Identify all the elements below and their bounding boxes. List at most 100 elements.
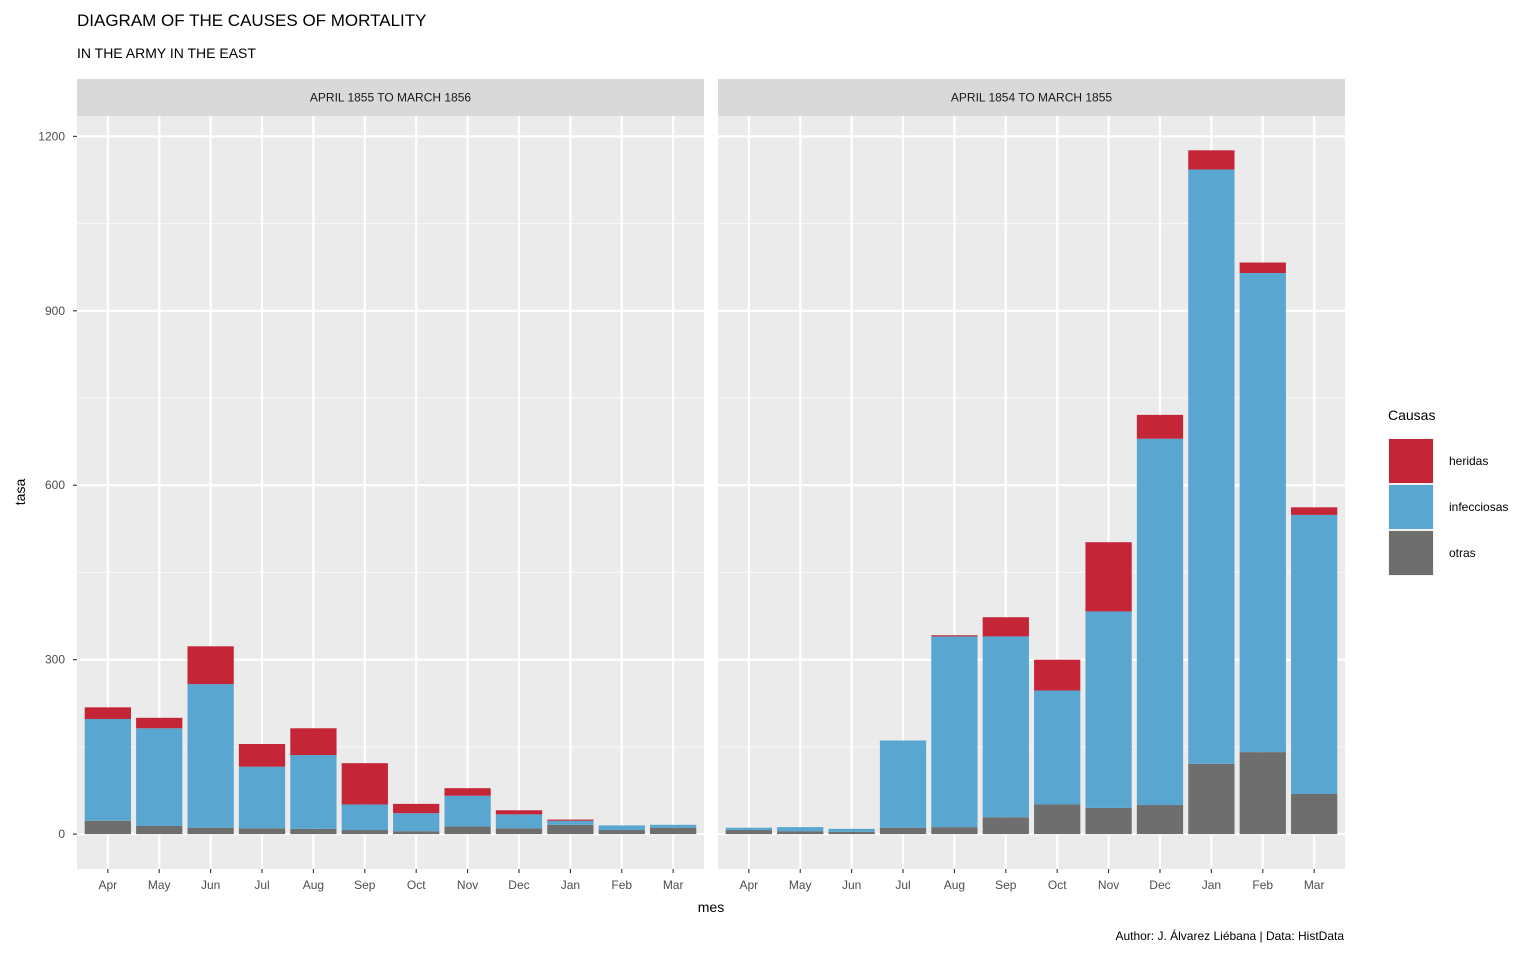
bar-segment-heridas (84, 707, 131, 719)
legend-label-heridas: heridas (1449, 454, 1488, 468)
bar-segment-otras (828, 831, 875, 835)
bar-segment-heridas (1136, 414, 1184, 439)
panels: APRIL 1855 TO MARCH 1856 Apr May Jun Jul Aug S… (38, 79, 1345, 892)
bar-segment-infecciosas (290, 755, 337, 829)
y-tick-label: 1200 (38, 129, 65, 143)
bar-segment-heridas (931, 635, 978, 637)
legend: Causas heridas infecciosas otras (1388, 407, 1508, 576)
y-tick-label: 300 (45, 653, 65, 667)
legend-swatch-otras (1389, 531, 1433, 575)
bar-segment-infecciosas (1239, 272, 1286, 753)
bar-segment-heridas (982, 617, 1029, 637)
bar-segment-otras (879, 827, 927, 835)
bar-segment-infecciosas (725, 827, 772, 831)
bar-segment-otras (1291, 793, 1338, 835)
legend-title: Causas (1388, 407, 1435, 423)
bar-segment-infecciosas (84, 718, 131, 821)
bar-segment-otras (1034, 804, 1081, 835)
bar-segment-infecciosas (1188, 169, 1235, 764)
x-tick-label: Feb (1252, 878, 1273, 892)
bar-segment-heridas (1188, 150, 1235, 170)
caption: Author: J. Álvarez Liébana | Data: HistD… (1115, 928, 1344, 943)
bar-segment-infecciosas (879, 740, 927, 828)
bar-segment-infecciosas (393, 813, 440, 832)
facet-panel: APRIL 1854 TO MARCH 1855 Apr May Jun Jul Aug S… (718, 79, 1345, 892)
legend-label-infecciosas: infecciosas (1449, 500, 1508, 514)
bar-segment-infecciosas (650, 824, 697, 828)
x-tick-label: Apr (98, 878, 117, 892)
y-tick-label: 0 (58, 827, 65, 841)
bar-segment-infecciosas (1085, 611, 1132, 808)
bar-segment-infecciosas (1291, 514, 1338, 794)
x-tick-label: Sep (354, 878, 376, 892)
bar-segment-otras (598, 830, 645, 835)
facet-strip-label: APRIL 1855 TO MARCH 1856 (310, 91, 472, 105)
bar-segment-heridas (1239, 262, 1286, 273)
legend-swatch-infecciosas (1389, 485, 1433, 529)
x-tick-label: May (148, 878, 171, 892)
x-tick-label: Jul (895, 878, 910, 892)
bar-segment-heridas (1085, 542, 1132, 612)
bar-segment-heridas (290, 728, 337, 756)
x-tick-label: Jul (254, 878, 269, 892)
bar-segment-otras (84, 820, 131, 835)
chart-subtitle: IN THE ARMY IN THE EAST (77, 45, 256, 61)
bar-segment-infecciosas (777, 827, 824, 832)
x-tick-label: Mar (663, 878, 684, 892)
legend-swatch-heridas (1389, 439, 1433, 483)
bar-segment-infecciosas (341, 804, 388, 831)
bar-segment-heridas (136, 717, 183, 729)
legend-label-otras: otras (1449, 546, 1476, 560)
x-tick-label: Dec (508, 878, 529, 892)
bar-segment-infecciosas (982, 636, 1029, 818)
chart-title: DIAGRAM OF THE CAUSES OF MORTALITY (77, 11, 427, 30)
bar-segment-otras (1136, 805, 1184, 835)
facet-panel: APRIL 1855 TO MARCH 1856 Apr May Jun Jul Aug S… (38, 79, 704, 892)
bar-segment-infecciosas (547, 820, 594, 825)
bar-segment-infecciosas (136, 728, 183, 826)
bar-segment-heridas (341, 763, 388, 805)
bar-segment-heridas (187, 646, 234, 685)
x-tick-label: Feb (611, 878, 632, 892)
x-tick-label: Jun (201, 878, 220, 892)
facet-strip (718, 79, 1345, 116)
x-tick-label: Aug (303, 878, 324, 892)
x-tick-label: Nov (1098, 878, 1119, 892)
x-tick-label: Jun (842, 878, 861, 892)
bar-segment-otras (1239, 752, 1286, 835)
bar-segment-otras (393, 831, 440, 835)
x-tick-label: Jan (1202, 878, 1221, 892)
bar-segment-otras (547, 824, 594, 835)
x-tick-label: Dec (1149, 878, 1170, 892)
bar-segment-infecciosas (931, 636, 978, 828)
y-tick-label: 600 (45, 478, 65, 492)
bar-segment-heridas (1034, 659, 1081, 691)
x-tick-label: Oct (407, 878, 426, 892)
facet-strip (77, 79, 704, 116)
bar-segment-infecciosas (238, 766, 286, 829)
bar-segment-otras (777, 831, 824, 835)
bar-segment-otras (444, 826, 491, 835)
bar-segment-infecciosas (1034, 690, 1081, 805)
x-tick-label: May (789, 878, 812, 892)
bar-segment-heridas (495, 810, 543, 815)
bar-segment-infecciosas (1136, 438, 1184, 806)
x-tick-label: Aug (944, 878, 965, 892)
bar-segment-otras (1085, 807, 1132, 835)
x-tick-label: Oct (1048, 878, 1067, 892)
bar-segment-heridas (1291, 507, 1338, 515)
bar-segment-otras (931, 827, 978, 835)
bar-segment-otras (495, 828, 543, 835)
bar-segment-infecciosas (598, 825, 645, 831)
x-tick-label: Apr (739, 878, 758, 892)
bar-segment-otras (238, 828, 286, 835)
bar-segment-otras (982, 817, 1029, 835)
x-tick-label: Mar (1304, 878, 1325, 892)
bar-segment-otras (1188, 763, 1235, 835)
bar-segment-infecciosas (495, 814, 543, 829)
x-tick-label: Nov (457, 878, 478, 892)
bar-segment-otras (725, 830, 772, 835)
y-tick-label: 900 (45, 304, 65, 318)
x-axis-title: mes (698, 899, 724, 915)
